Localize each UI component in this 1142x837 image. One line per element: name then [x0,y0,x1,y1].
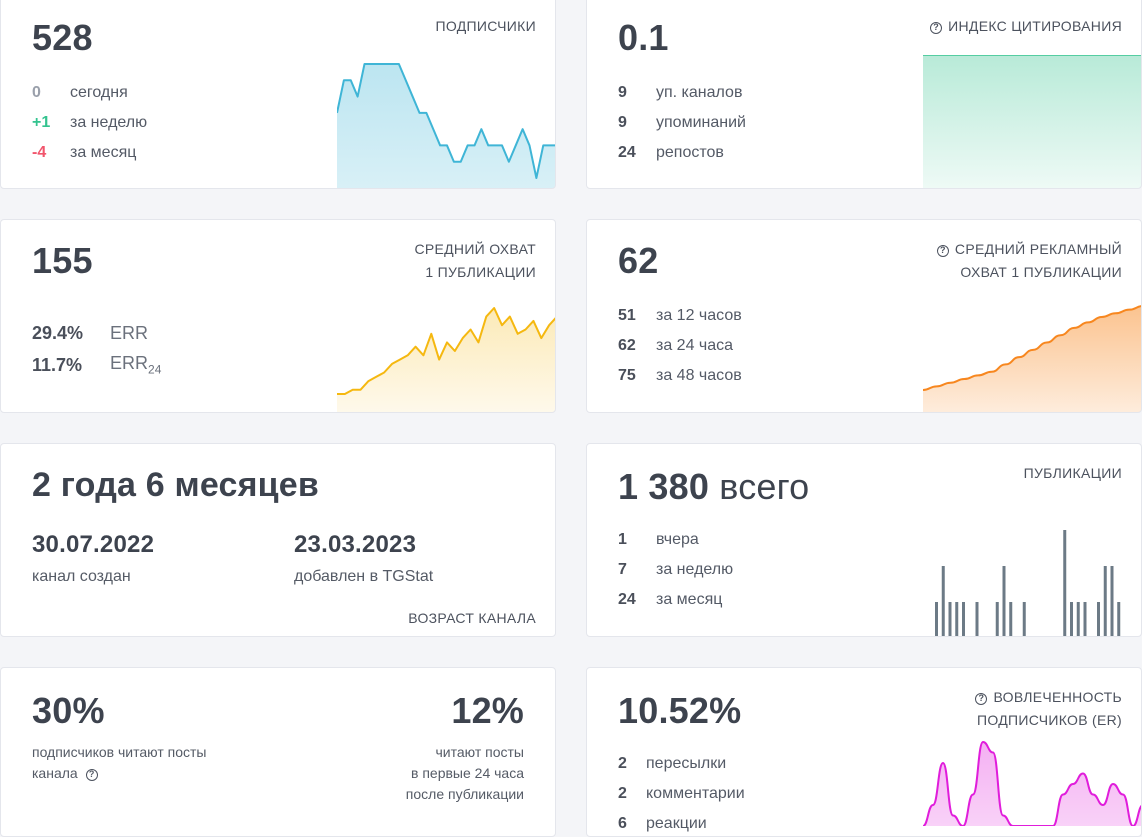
chart-line [337,307,555,395]
posts-bar [948,602,952,636]
stat-row: 0 сегодня [32,84,128,101]
posts-bar [1103,566,1107,636]
help-icon[interactable]: ? [975,693,988,705]
posts-bar [955,602,959,636]
stat-row: 51 за 12 часов [618,307,742,324]
stat-row: 75 за 48 часов [618,367,742,384]
err24-row: 11.7% ERR24 [32,353,162,377]
readers-24h-percent: 12% [451,690,524,731]
readers-description: подписчиков читают посты канала ? [32,744,207,781]
created-label: канал создан [32,568,131,585]
citation-chart[interactable] [923,55,1142,189]
stat-row: -4 за месяц [32,144,137,161]
posts-stats: 1 вчера 7 за неделю 24 за месяц [618,525,733,615]
err-row: 29.4% ERR [32,322,149,343]
age-card[interactable]: 2 года 6 месяцев 30.07.2022 канал создан… [0,443,556,637]
chart-area [923,55,1141,188]
subscribers-count: 528 [32,17,93,58]
chart-line [337,63,555,179]
posts-bar [1002,566,1006,636]
help-icon[interactable]: ? [930,22,943,34]
posts-bar [995,602,999,636]
stat-row: +1 за неделю [32,114,148,131]
posts-bar [1117,602,1121,636]
posts-bar [1110,566,1114,636]
stat-row: 2 комментарии [618,785,745,802]
ad-reach-stats: 51 за 12 часов 62 за 24 часа 75 за 48 часов [618,301,742,391]
reach-card[interactable]: 155 СРЕДНИЙ ОХВАТ 1 ПУБЛИКАЦИИ 29.4% ERR … [0,219,556,413]
chart-line [923,741,1141,826]
created-date: 30.07.2022 [32,531,155,558]
stat-row: 2 пересылки [618,755,727,772]
help-icon[interactable]: ? [85,769,98,781]
posts-bar [975,602,979,636]
posts-bar [1009,602,1013,636]
subscribers-stats: 0 сегодня +1 за неделю -4 за месяц [32,78,147,168]
stat-row: 7 за неделю [618,561,734,578]
subscribers-label: ПОДПИСЧИКИ [435,18,536,34]
subscribers-chart[interactable] [337,62,556,189]
citation-label: ? ИНДЕКС ЦИТИРОВАНИЯ [930,15,1122,38]
engagement-label: ? ВОВЛЕЧЕННОСТЬ ПОДПИСЧИКОВ (ER) [975,689,1122,728]
posts-bar [962,602,965,636]
stat-row: 24 репостов [618,144,724,161]
posts-bar [1070,602,1073,636]
reach-chart[interactable] [337,304,556,413]
readers-card[interactable]: 30% подписчиков читают посты канала ? 12… [0,667,556,837]
stat-row: 62 за 24 часа [618,337,734,354]
engagement-chart[interactable] [923,736,1142,826]
citation-index: 0.1 [618,17,669,58]
posts-bar [935,602,938,636]
posts-total: 1 380 всего [618,466,810,507]
readers-percent: 30% [32,690,105,731]
chart-area [337,64,555,188]
chart-area [923,742,1141,826]
ad-reach-label: ? СРЕДНИЙ РЕКЛАМНЫЙ ОХВАТ 1 ПУБЛИКАЦИИ [936,238,1122,284]
posts-bar [1083,602,1087,636]
reach-label: СРЕДНИЙ ОХВАТ 1 ПУБЛИКАЦИИ [414,241,536,280]
posts-bar [1063,530,1067,636]
posts-label: ПУБЛИКАЦИИ [1023,465,1122,481]
stat-row: 1 вчера [618,531,699,548]
engagement-stats: 2 пересылки 2 комментарии 6 реакции [618,749,745,836]
posts-bar [941,566,945,636]
age-label: ВОЗРАСТ КАНАЛА [408,610,536,626]
citation-card[interactable]: 0.1 ? ИНДЕКС ЦИТИРОВАНИЯ 9 уп. каналов 9 уп… [586,0,1142,189]
posts-bar [1022,602,1026,636]
chart-area [337,308,555,412]
channel-age: 2 года 6 месяцев [32,466,319,504]
subscribers-card[interactable]: 528 ПОДПИСЧИКИ 0 сегодня +1 за неделю -4 за… [0,0,556,189]
help-icon[interactable]: ? [936,245,949,257]
ad-reach-chart[interactable] [923,304,1142,413]
posts-bar [1097,602,1100,636]
posts-card[interactable]: 1 380 всего ПУБЛИКАЦИИ 1 вчера 7 за неделю… [586,443,1142,637]
chart-line [923,305,1141,391]
ad-reach-card[interactable]: 62 ? СРЕДНИЙ РЕКЛАМНЫЙ ОХВАТ 1 ПУБЛИКАЦИИ… [586,219,1142,413]
stat-row: 9 упоминаний [618,114,746,131]
stat-row: 6 реакции [618,815,707,832]
added-label: добавлен в TGStat [294,568,434,585]
reach-stats: 29.4% ERR 11.7% ERR24 [32,317,161,381]
engagement-card[interactable]: 10.52% ? ВОВЛЕЧЕННОСТЬ ПОДПИСЧИКОВ (ER) 2… [586,667,1142,837]
readers-24h-description: читают посты в первые 24 часа после публ… [405,744,524,802]
reach-count: 155 [32,240,93,281]
ad-reach-count: 62 [618,240,659,281]
citation-stats: 9 уп. каналов 9 упоминаний 24 репостов [618,78,746,168]
chart-area [923,306,1141,412]
posts-chart[interactable] [923,520,1142,637]
engagement-rate: 10.52% [618,690,742,731]
stat-row: 9 уп. каналов [618,84,743,101]
added-date: 23.03.2023 [294,531,417,558]
posts-bar [1076,602,1080,636]
stat-row: 24 за месяц [618,591,723,608]
